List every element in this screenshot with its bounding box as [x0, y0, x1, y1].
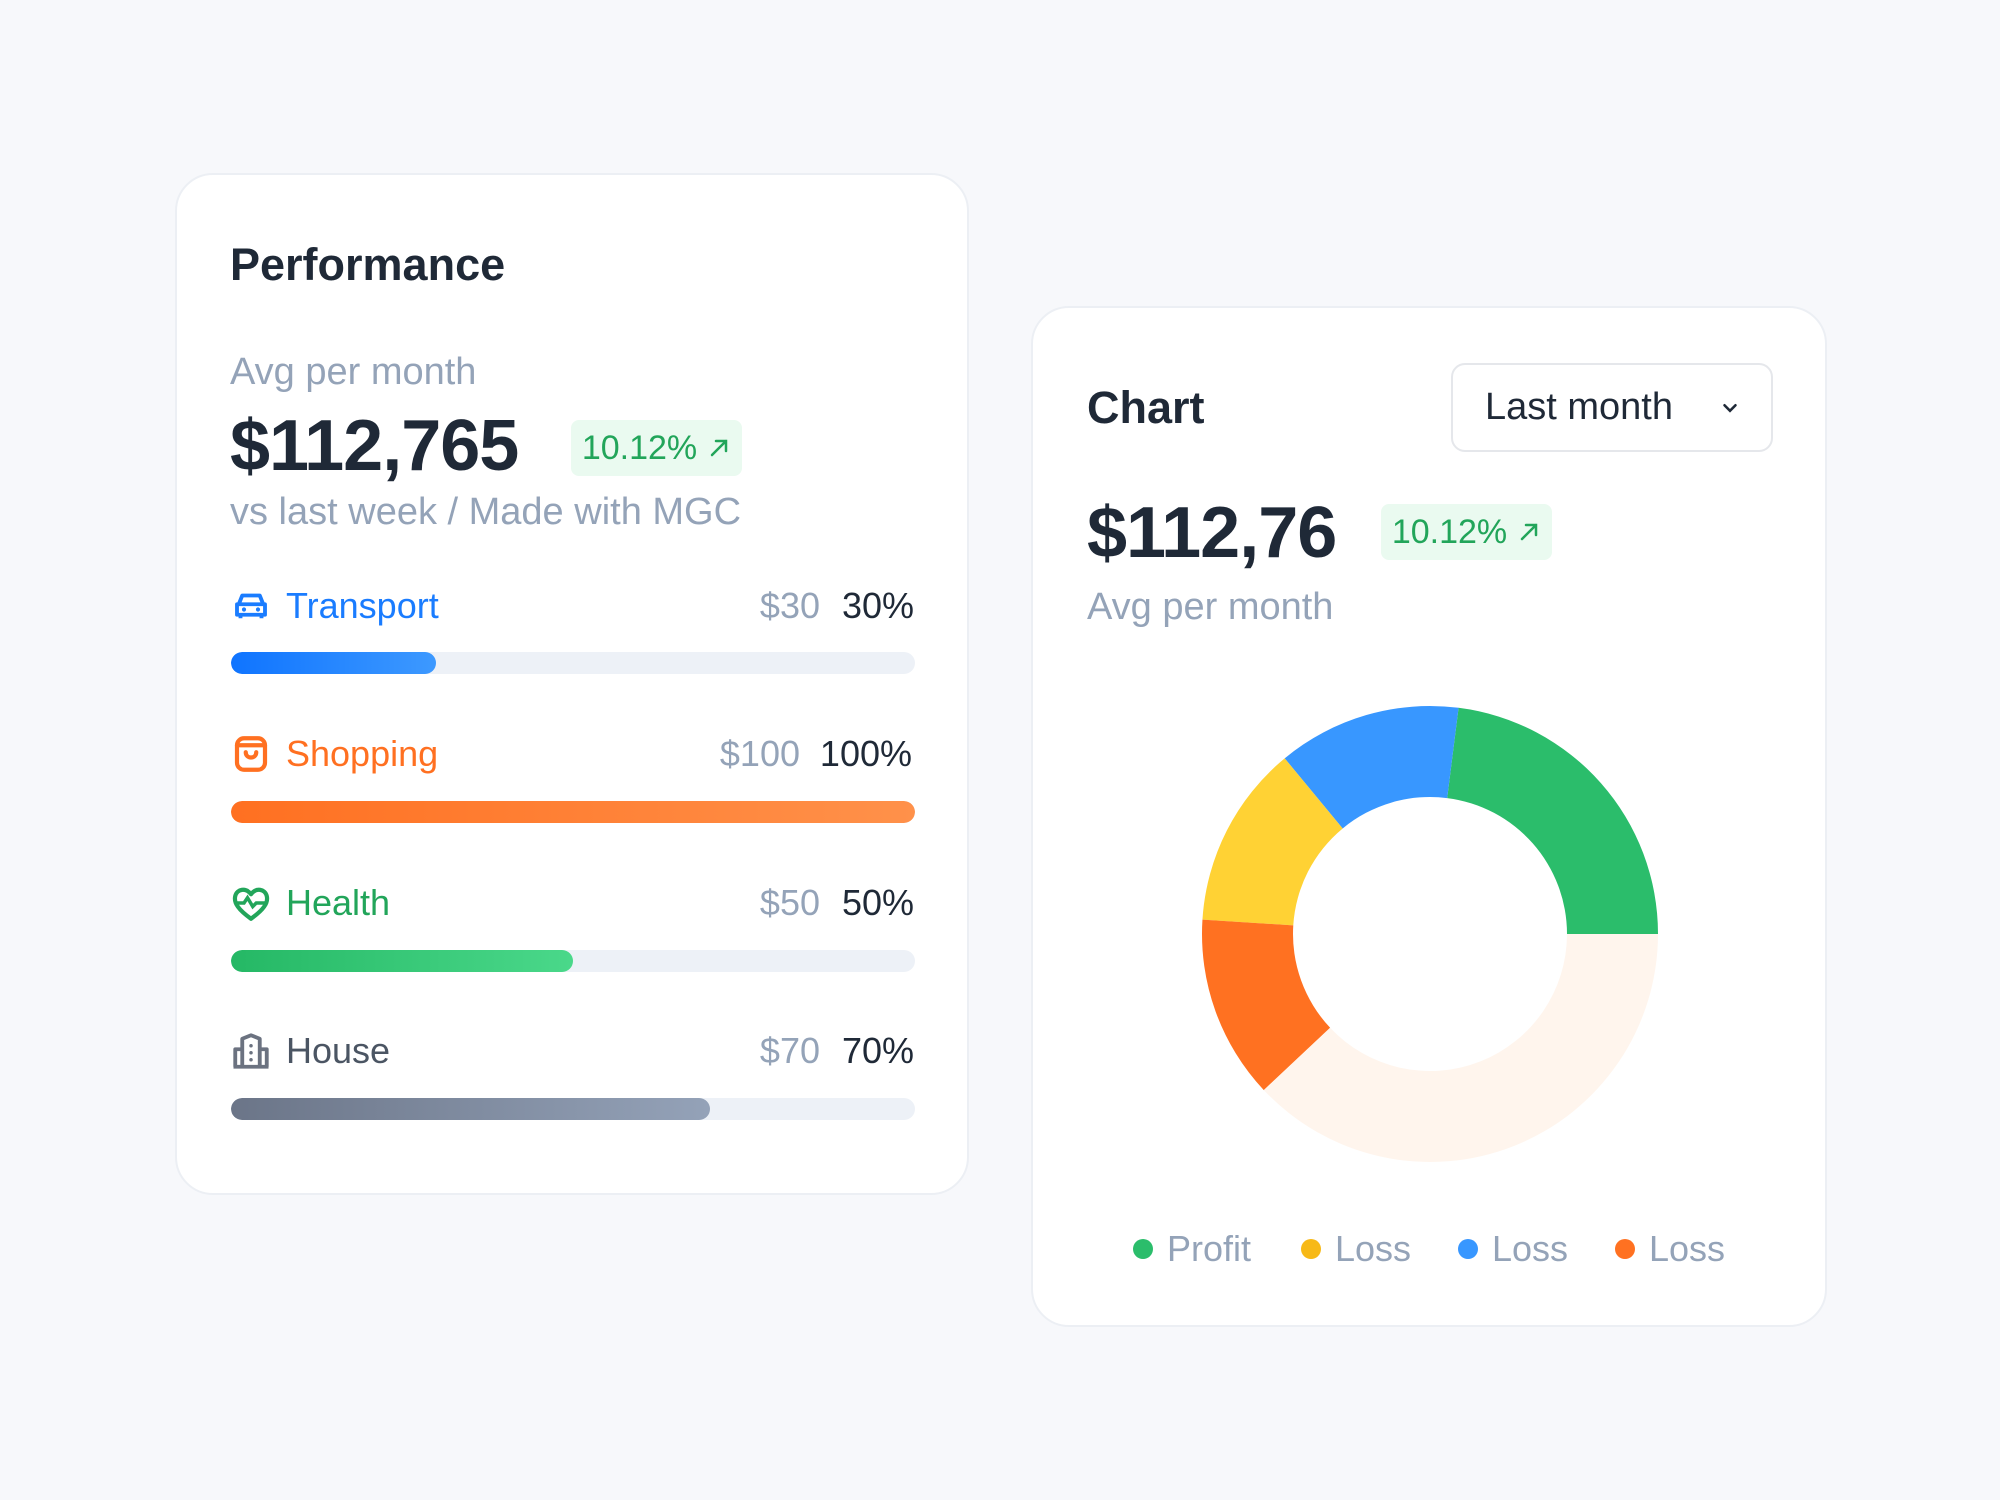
comparison-note: vs last week / Made with MGC [230, 491, 742, 533]
progress-track [231, 652, 915, 674]
legend-label: Loss [1649, 1228, 1726, 1269]
period-dropdown-value: Last month [1485, 386, 1673, 428]
legend-dot-icon [1615, 1239, 1635, 1259]
period-dropdown[interactable]: Last month [1451, 363, 1773, 452]
chart-avg-label: Avg per month [1087, 586, 1334, 628]
category-label: Shopping [286, 733, 439, 774]
donut-segment-loss-2 [1202, 758, 1343, 926]
legend-dot-icon [1458, 1239, 1478, 1259]
category-label: Transport [286, 585, 439, 626]
progress-track [231, 1098, 915, 1120]
progress-track [231, 801, 915, 823]
progress-fill [231, 801, 915, 823]
legend-dot-icon [1301, 1239, 1321, 1259]
chart-amount: $112,76 [1087, 493, 1337, 573]
category-label-wrap: House [230, 1030, 390, 1072]
donut-segment-loss-3 [1202, 919, 1331, 1091]
legend-item: Profit [1133, 1228, 1251, 1270]
category-percent: 50% [841, 882, 914, 923]
chart-change-value: 10.12% [1391, 512, 1508, 551]
change-badge: 10.12% [571, 420, 742, 476]
category-amount: $50 [759, 882, 820, 923]
legend-item: Loss [1615, 1228, 1725, 1270]
chart-card: Chart Last month $112,76 10.12% Avg per … [1031, 306, 1827, 1327]
legend-item: Loss [1458, 1228, 1568, 1270]
donut-segment-profit-0 [1447, 707, 1658, 934]
progress-track [231, 950, 915, 972]
arrow-up-right-icon [710, 439, 728, 457]
change-value: 10.12% [581, 428, 698, 467]
progress-fill [231, 652, 437, 674]
progress-fill [231, 950, 573, 972]
legend-label: Profit [1167, 1228, 1252, 1269]
performance-amount: $112,765 [230, 406, 519, 486]
category-label-wrap: Shopping [230, 733, 438, 775]
avg-label: Avg per month [230, 351, 477, 393]
legend-dot-icon [1133, 1239, 1153, 1259]
arrow-up-right-icon [1520, 523, 1538, 541]
car-icon [235, 593, 267, 619]
building-icon [233, 1033, 269, 1069]
legend-label: Loss [1492, 1228, 1569, 1269]
category-percent: 100% [819, 733, 912, 774]
category-amount: $100 [719, 733, 800, 774]
category-label: Health [286, 882, 391, 923]
category-label-wrap: Transport [230, 585, 439, 627]
category-amount: $30 [759, 585, 820, 626]
donut-segment-remainder-4 [1263, 934, 1658, 1162]
category-percent: 30% [841, 585, 914, 626]
legend-label: Loss [1335, 1228, 1412, 1269]
performance-title: Performance [230, 239, 506, 290]
legend-item: Loss [1301, 1228, 1411, 1270]
shopping-bag-icon [234, 736, 268, 772]
donut-segment-loss-1 [1284, 706, 1459, 829]
performance-card: Performance Avg per month $112,765 10.12… [175, 173, 969, 1195]
chart-change-badge: 10.12% [1381, 504, 1552, 560]
chart-title: Chart [1087, 382, 1205, 433]
progress-fill [231, 1098, 710, 1120]
category-amount: $70 [759, 1030, 820, 1071]
donut-chart [1202, 706, 1658, 1162]
chevron-down-icon [1723, 403, 1737, 413]
category-label: House [286, 1030, 391, 1071]
heart-pulse-icon [232, 887, 270, 921]
category-percent: 70% [841, 1030, 914, 1071]
category-label-wrap: Health [230, 882, 390, 924]
